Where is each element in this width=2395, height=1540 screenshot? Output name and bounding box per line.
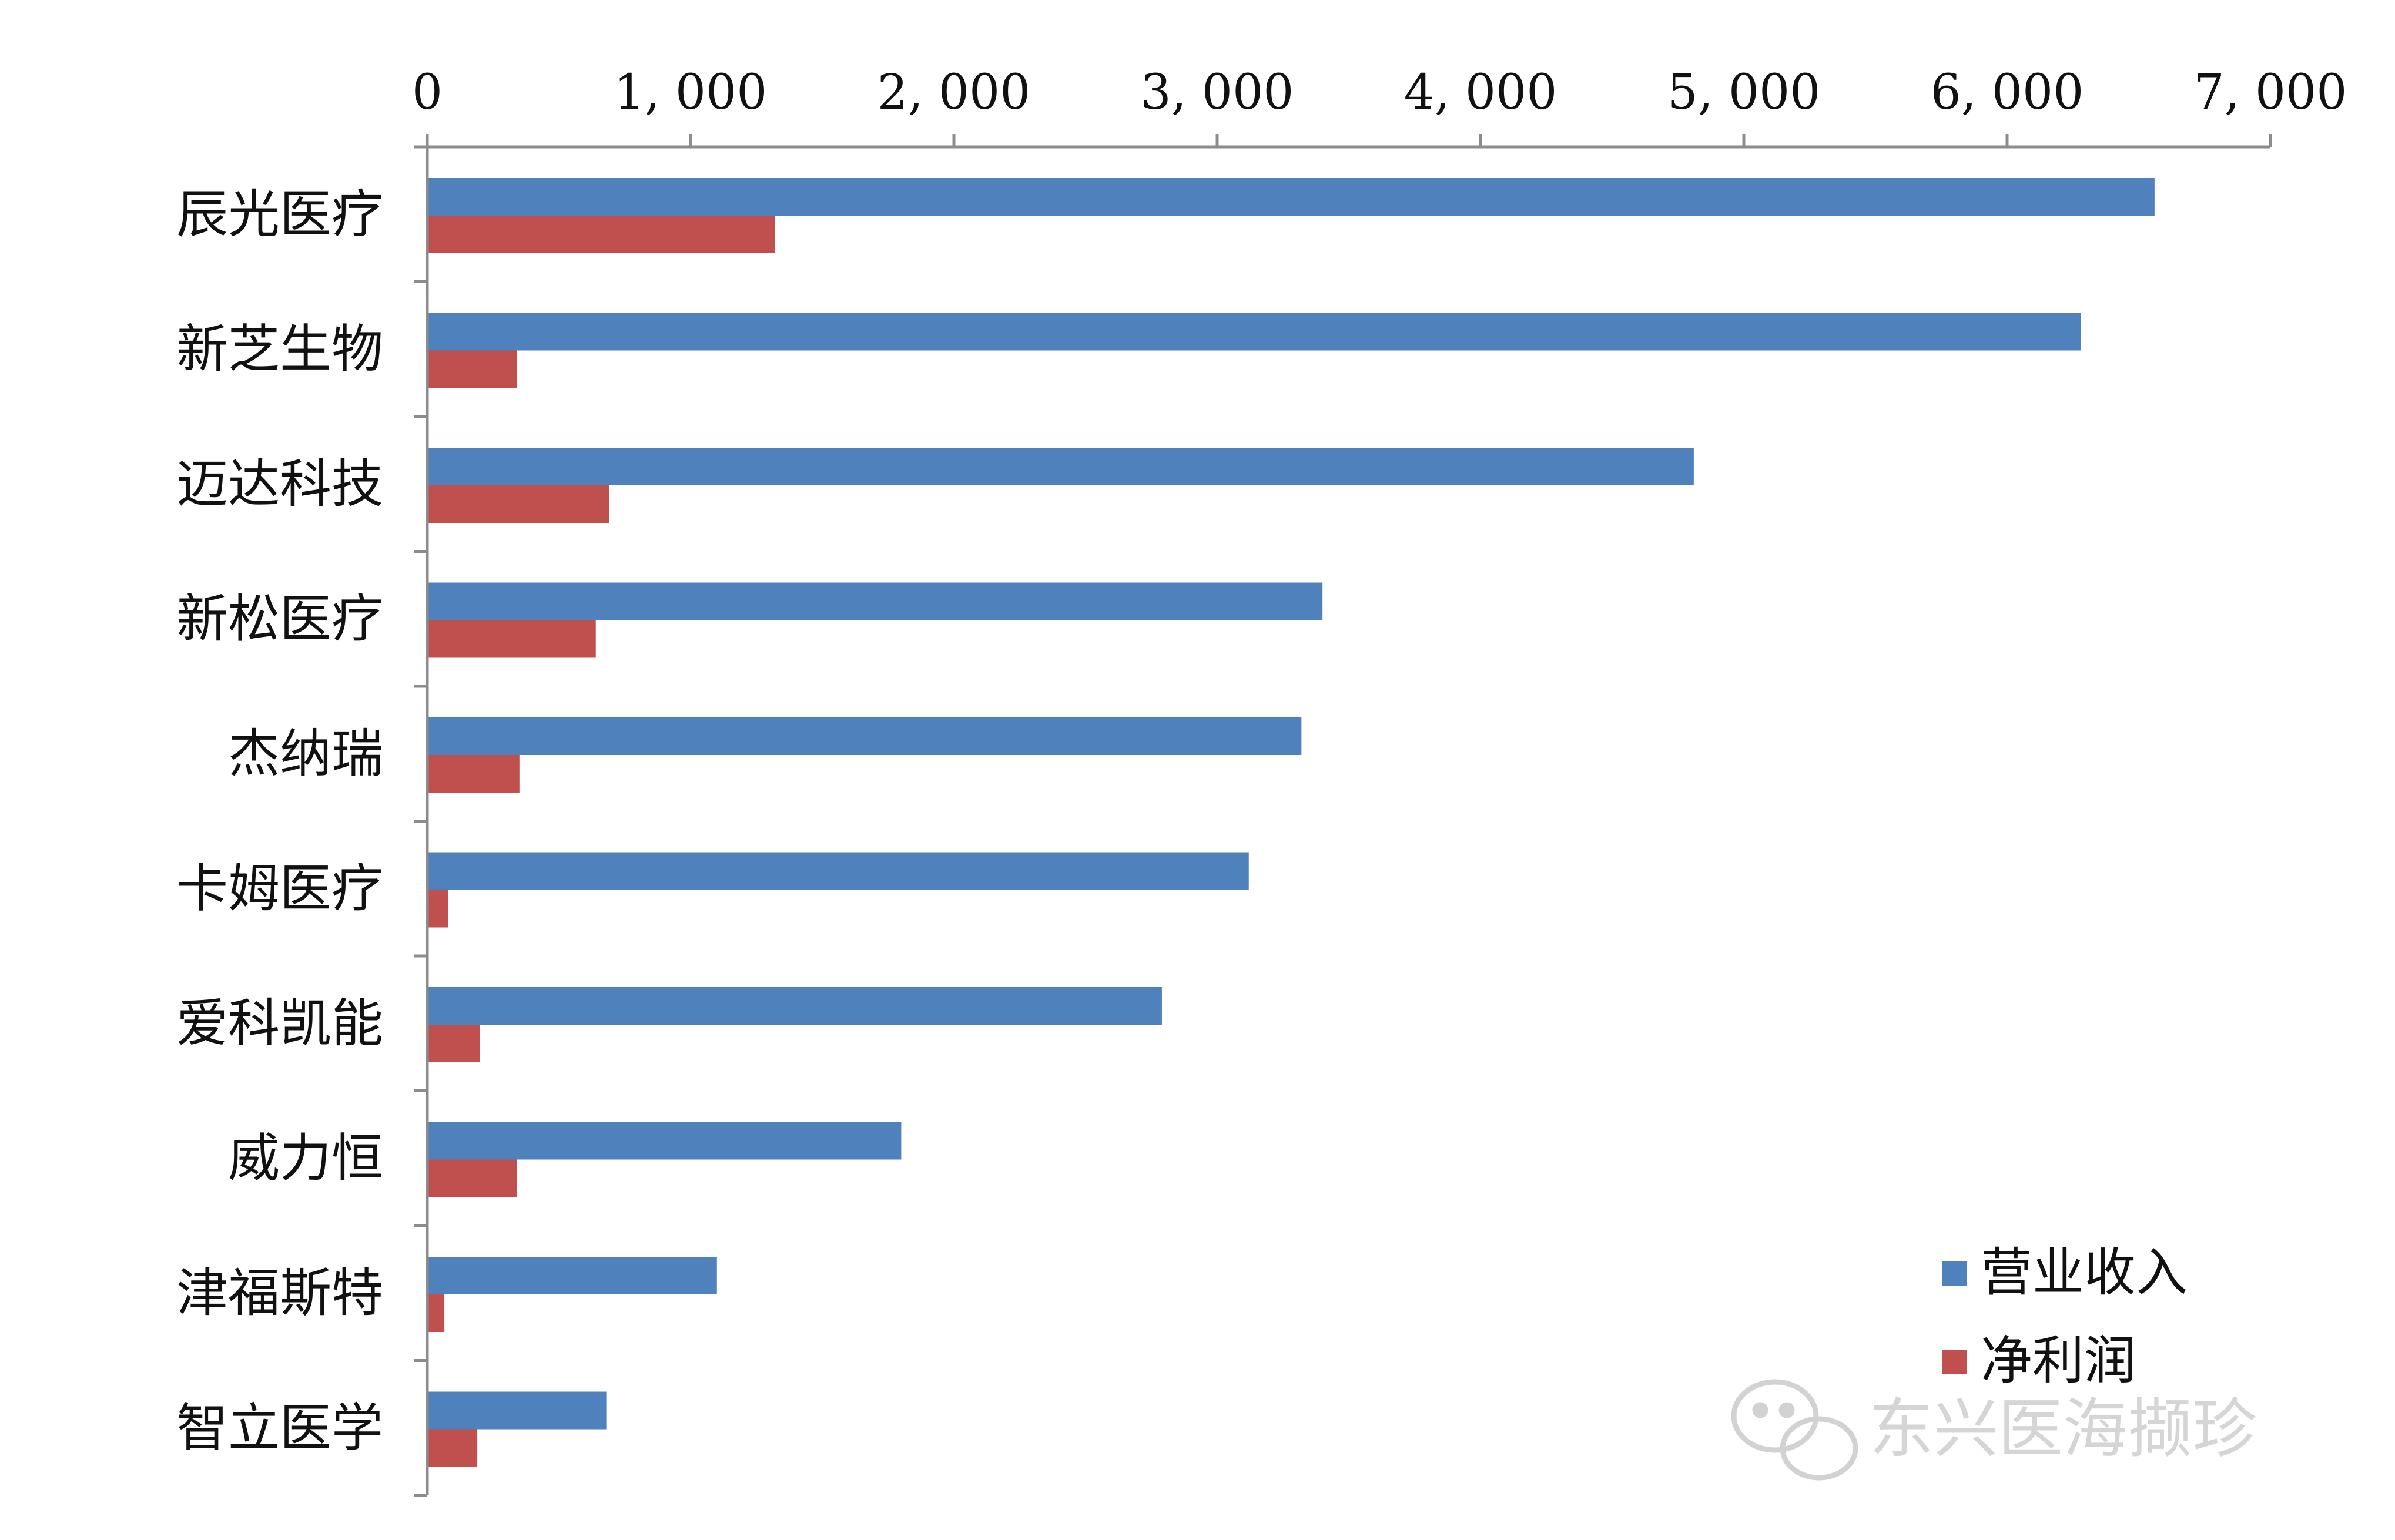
- wechat-icon: [1731, 1379, 1858, 1481]
- x-tick-label-0: 0: [412, 65, 443, 120]
- bar-revenue-1: [427, 313, 2081, 351]
- bar-profit-4: [427, 755, 520, 793]
- category-label-5: 卡姆医疗: [176, 858, 383, 918]
- legend-label-profit: 净利润: [1981, 1330, 2136, 1391]
- bar-revenue-3: [427, 582, 1323, 620]
- axes-group: [414, 134, 2272, 1497]
- category-label-0: 辰光医疗: [176, 184, 383, 244]
- category-label-9: 智立医学: [176, 1397, 383, 1458]
- x-tick-label-7: 7, 000: [2194, 65, 2347, 120]
- legend-label-revenue: 营业收入: [1981, 1242, 2188, 1303]
- bar-profit-7: [427, 1159, 517, 1197]
- x-tick-label-6: 6, 000: [1931, 65, 2084, 120]
- bar-revenue-5: [427, 852, 1249, 890]
- bar-revenue-7: [427, 1122, 902, 1160]
- category-label-7: 威力恒: [228, 1128, 383, 1188]
- bar-profit-9: [427, 1429, 478, 1467]
- bar-profit-6: [427, 1025, 480, 1062]
- category-label-2: 迈达科技: [176, 454, 383, 514]
- bar-profit-0: [427, 216, 775, 253]
- bar-profit-2: [427, 485, 609, 523]
- x-tick-label-5: 5, 000: [1667, 65, 1821, 120]
- bar-revenue-4: [427, 717, 1302, 755]
- category-label-4: 杰纳瑞: [228, 723, 383, 784]
- bar-profit-3: [427, 620, 596, 658]
- legend-swatch-profit: [1942, 1350, 1967, 1374]
- bar-revenue-2: [427, 448, 1694, 485]
- bar-profit-5: [427, 890, 448, 928]
- bars-group: [427, 178, 2155, 1467]
- x-tick-label-1: 1, 000: [614, 65, 768, 120]
- category-label-3: 新松医疗: [176, 588, 383, 649]
- bar-revenue-8: [427, 1257, 717, 1294]
- watermark: 东兴医海撷珍: [1731, 1379, 2257, 1481]
- bar-profit-8: [427, 1294, 445, 1332]
- bar-revenue-0: [427, 178, 2155, 216]
- x-tick-label-4: 4, 000: [1404, 65, 1557, 120]
- x-tick-labels: 0 1, 000 2, 000 3, 000 4, 000 5, 000 6, 000 7, …: [412, 65, 2347, 120]
- category-label-8: 津福斯特: [176, 1263, 383, 1323]
- x-tick-label-3: 3, 000: [1141, 65, 1294, 120]
- bar-revenue-9: [427, 1391, 607, 1430]
- bar-revenue-6: [427, 987, 1162, 1025]
- bar-profit-1: [427, 350, 517, 388]
- watermark-text: 东兴医海撷珍: [1869, 1391, 2257, 1467]
- legend-swatch-revenue: [1942, 1261, 1967, 1286]
- category-label-6: 爱科凯能: [176, 993, 383, 1053]
- legend: 营业收入 净利润: [1942, 1242, 2188, 1391]
- category-label-1: 新芝生物: [176, 318, 383, 379]
- x-tick-label-2: 2, 000: [877, 65, 1031, 120]
